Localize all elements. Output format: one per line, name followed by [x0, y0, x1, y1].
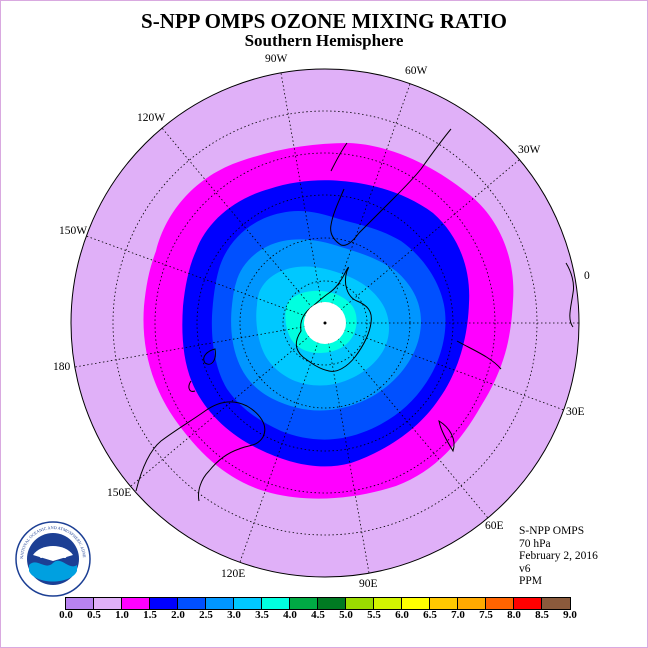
lon-label-90e: 90E: [359, 578, 378, 590]
colorbar-tick-label: 5.0: [339, 609, 353, 621]
colorbar-tick-label: 4.5: [311, 609, 325, 621]
colorbar-tick-label: 6.5: [423, 609, 437, 621]
lon-label-60e: 60E: [485, 520, 504, 532]
colorbar-tick-label: 4.0: [283, 609, 297, 621]
noaa-logo-text: NOAA: [40, 550, 67, 560]
noaa-logo: NOAA NATIONAL OCEANIC AND ATMOSPHERIC AD…: [15, 521, 91, 597]
south-america-coast: [330, 128, 452, 246]
lon-label-150w: 150W: [59, 225, 87, 237]
colorbar-tick-label: 2.5: [199, 609, 213, 621]
graticule: [74, 72, 579, 574]
colorbar-tick-label: 6.0: [395, 609, 409, 621]
lon-label-120e: 120E: [221, 568, 245, 580]
colorbar-segment: [374, 598, 402, 609]
map-subtitle: Southern Hemisphere: [244, 31, 404, 50]
colorbar-segment: [94, 598, 122, 609]
colorbar-segment: [542, 598, 570, 609]
colorbar: [65, 597, 571, 610]
lon-label-60w: 60W: [405, 65, 428, 77]
map-boundary: [70, 68, 580, 578]
lon-label-30w: 30W: [518, 144, 541, 156]
lon-label-180: 180: [53, 361, 71, 373]
info-pressure-level: 70 hPa: [519, 537, 551, 550]
colorbar-tick-labels: 0.0 0.5 1.0 1.5 2.0 2.5 3.0 3.5 4.0 4.5 5.0 5.5 6.0 6…: [1, 609, 647, 625]
colorbar-tick-label: 3.0: [227, 609, 241, 621]
colorbar-segment: [290, 598, 318, 609]
colorbar-segment: [206, 598, 234, 609]
coastlines: [135, 128, 574, 502]
madagascar-coast: [438, 419, 455, 453]
lon-label-150e: 150E: [107, 487, 131, 499]
colorbar-segment: [178, 598, 206, 609]
colorbar-tick-label: 9.0: [563, 609, 577, 621]
colorbar-tick-label: 1.5: [143, 609, 157, 621]
colorbar-tick-label: 1.0: [115, 609, 129, 621]
colorbar-segment: [486, 598, 514, 609]
colorbar-tick-label: 3.5: [255, 609, 269, 621]
colorbar-segment: [430, 598, 458, 609]
lon-label-0: 0: [584, 270, 590, 282]
colorbar-tick-label: 2.0: [171, 609, 185, 621]
antarctica-coast: [295, 266, 372, 372]
info-instrument: S-NPP OMPS: [519, 525, 585, 537]
info-units: PPM: [519, 575, 543, 587]
colorbar-tick-label: 7.5: [479, 609, 493, 621]
colorbar-segment: [262, 598, 290, 609]
colorbar-segment: [402, 598, 430, 609]
info-date: February 2, 2016: [519, 550, 598, 562]
africa-coast: [456, 262, 574, 370]
australia-coast: [135, 348, 266, 502]
colorbar-tick-label: 8.0: [507, 609, 521, 621]
colorbar-segment: [122, 598, 150, 609]
lon-label-90w: 90W: [265, 53, 288, 65]
lon-label-30e: 30E: [566, 406, 585, 418]
map-title: S-NPP OMPS OZONE MIXING RATIO: [141, 9, 507, 33]
info-version: v6: [519, 562, 531, 575]
south-pole-dot: [323, 321, 327, 325]
map-info: S-NPP OMPS 70 hPa February 2, 2016 v6 PP…: [519, 525, 598, 588]
colorbar-tick-label: 0.5: [87, 609, 101, 621]
colorbar-tick-label: 0.0: [59, 609, 73, 621]
colorbar-tick-label: 7.0: [451, 609, 465, 621]
colorbar-segment: [150, 598, 178, 609]
colorbar-segment: [514, 598, 542, 609]
colorbar-segment: [458, 598, 486, 609]
colorbar-tick-label: 5.5: [367, 609, 381, 621]
colorbar-segment: [234, 598, 262, 609]
colorbar-segment: [66, 598, 94, 609]
lon-label-120w: 120W: [137, 112, 165, 124]
colorbar-segment: [318, 598, 346, 609]
colorbar-tick-label: 8.5: [535, 609, 549, 621]
colorbar-segment: [346, 598, 374, 609]
